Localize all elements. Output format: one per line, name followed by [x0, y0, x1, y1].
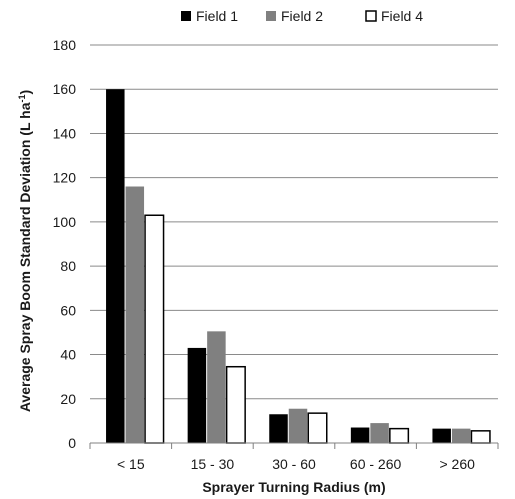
y-tick-label: 160 — [53, 81, 77, 97]
bar-field-4 — [225, 365, 246, 444]
x-axis-title: Sprayer Turning Radius (m) — [202, 479, 385, 495]
bar-field-4 — [307, 412, 328, 444]
bar-field-2 — [451, 428, 471, 443]
y-axis-title: Average Spray Boom Standard Deviation (L… — [17, 90, 33, 412]
y-tick-label: 80 — [60, 258, 76, 274]
bar-field-1 — [350, 427, 370, 443]
legend: Field 1 Field 2 Field 4 — [181, 8, 423, 24]
legend-swatch — [181, 11, 191, 21]
x-tick-label: 60 - 260 — [350, 456, 402, 472]
legend-label: Field 4 — [381, 8, 423, 24]
bars — [106, 89, 491, 444]
bar-field-2 — [288, 408, 308, 443]
y-axis-title-sup: -1 — [17, 95, 27, 103]
y-tick-label: 20 — [60, 391, 76, 407]
x-tick-label: < 15 — [117, 456, 145, 472]
x-tick-label: 30 - 60 — [272, 456, 316, 472]
bar-field-4 — [470, 430, 491, 444]
bar-field-1 — [106, 89, 125, 443]
bar-field-1 — [432, 428, 451, 443]
y-tick-label: 120 — [53, 170, 77, 186]
legend-label: Field 2 — [281, 8, 323, 24]
y-tick-labels: 0 20 40 60 80 100 120 140 160 180 — [53, 37, 77, 451]
bar-field-4 — [144, 214, 165, 444]
y-axis-title-main: Average Spray Boom Standard Deviation (L… — [17, 102, 33, 412]
x-tick-labels: < 15 15 - 30 30 - 60 60 - 260 > 260 — [117, 456, 475, 472]
legend-swatch — [365, 10, 377, 22]
bar-field-2 — [207, 331, 226, 443]
y-tick-label: 60 — [60, 302, 76, 318]
legend-swatch — [266, 11, 276, 21]
y-tick-label: 100 — [53, 214, 77, 230]
y-axis-title-tail: ) — [17, 90, 33, 95]
y-tick-label: 140 — [53, 125, 77, 141]
x-tick-label: > 260 — [439, 456, 475, 472]
bar-field-2 — [370, 423, 389, 443]
bar-field-4 — [389, 427, 410, 444]
y-tick-label: 0 — [68, 435, 76, 451]
bar-field-1 — [187, 347, 207, 443]
x-tick-marks — [89, 443, 499, 449]
y-tick-label: 40 — [60, 347, 76, 363]
bar-field-1 — [269, 414, 288, 443]
x-tick-label: 15 - 30 — [191, 456, 235, 472]
y-tick-label: 180 — [53, 37, 77, 53]
bar-field-2 — [125, 186, 145, 443]
legend-label: Field 1 — [196, 8, 238, 24]
